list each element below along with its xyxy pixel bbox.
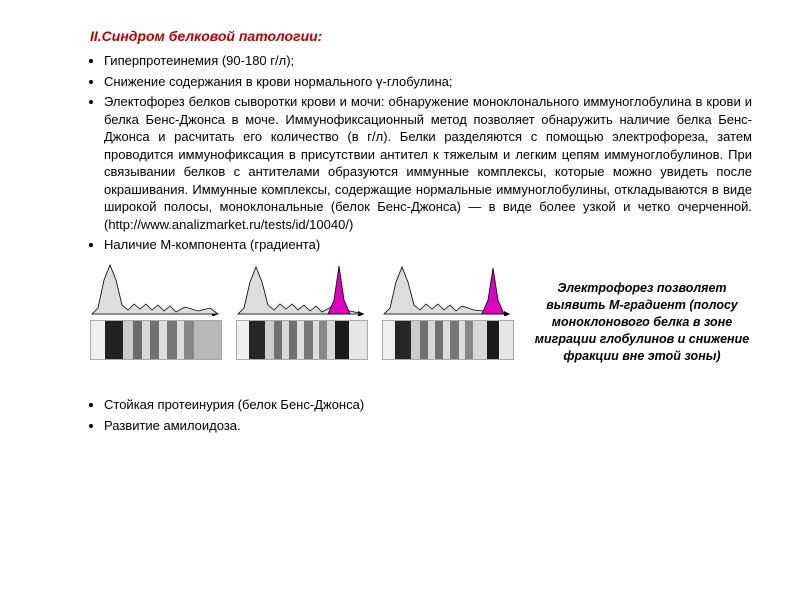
bullet-list-bottom: Стойкая протеинурия (белок Бенс-Джонса) … <box>90 396 752 434</box>
list-item: Электофорез белков сыворотки крови и моч… <box>104 93 752 233</box>
bullet-list-top: Гиперпротеинемия (90-180 г/л); Снижение … <box>90 52 752 254</box>
list-item: Стойкая протеинурия (белок Бенс-Джонса) <box>104 396 752 414</box>
list-item: Гиперпротеинемия (90-180 г/л); <box>104 52 752 70</box>
figure-caption: Электрофорез позволяет выявить М-градиен… <box>532 260 752 364</box>
electrophoresis-panel-3 <box>382 260 514 360</box>
section-title: II.Синдром белковой патологии: <box>90 28 752 44</box>
electrophoresis-panel-2 <box>236 260 368 360</box>
list-item: Развитие амилоидоза. <box>104 417 752 435</box>
electrophoresis-figure: Электрофорез позволяет выявить М-градиен… <box>90 260 752 364</box>
electrophoresis-panel-1 <box>90 260 222 360</box>
list-item: Снижение содержания в крови нормального … <box>104 73 752 91</box>
gel-lane-2 <box>236 320 368 360</box>
gel-lane-3 <box>382 320 514 360</box>
gel-lane-1 <box>90 320 222 360</box>
list-item: Наличие М-компонента (градиента) <box>104 236 752 254</box>
